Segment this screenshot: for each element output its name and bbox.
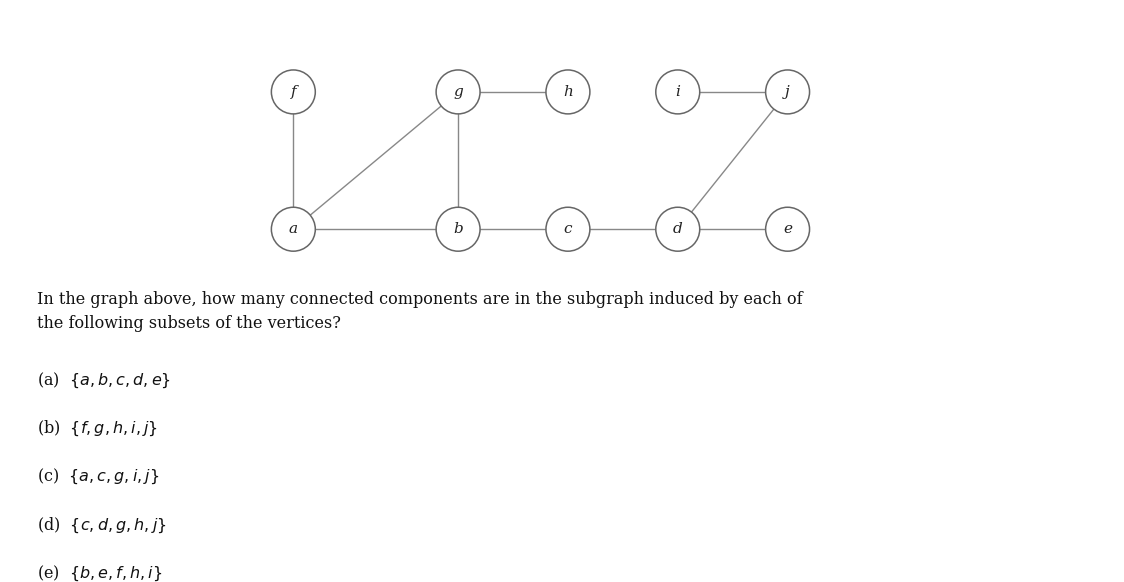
Text: (b)  $\{f, g, h, i, j\}$: (b) $\{f, g, h, i, j\}$ [37,418,158,438]
Circle shape [436,207,480,251]
Circle shape [655,70,700,114]
Circle shape [765,70,809,114]
Text: (d)  $\{c, d, g, h, j\}$: (d) $\{c, d, g, h, j\}$ [37,516,166,535]
Circle shape [765,207,809,251]
Circle shape [546,70,590,114]
Circle shape [271,207,316,251]
Text: b: b [453,222,463,236]
Circle shape [546,207,590,251]
Text: d: d [673,222,682,236]
Text: h: h [563,85,573,99]
Text: g: g [453,85,463,99]
Text: f: f [290,85,296,99]
Circle shape [436,70,480,114]
Text: (a)  $\{a, b, c, d, e\}$: (a) $\{a, b, c, d, e\}$ [37,370,171,389]
Text: In the graph above, how many connected components are in the subgraph induced by: In the graph above, how many connected c… [37,292,803,332]
Text: (e)  $\{b, e, f, h, i\}$: (e) $\{b, e, f, h, i\}$ [37,564,163,582]
Circle shape [271,70,316,114]
Text: i: i [676,85,680,99]
Text: c: c [563,222,572,236]
Circle shape [655,207,700,251]
Text: e: e [783,222,792,236]
Text: (c)  $\{a, c, g, i, j\}$: (c) $\{a, c, g, i, j\}$ [37,467,160,487]
Text: j: j [786,85,790,99]
Text: a: a [289,222,298,236]
